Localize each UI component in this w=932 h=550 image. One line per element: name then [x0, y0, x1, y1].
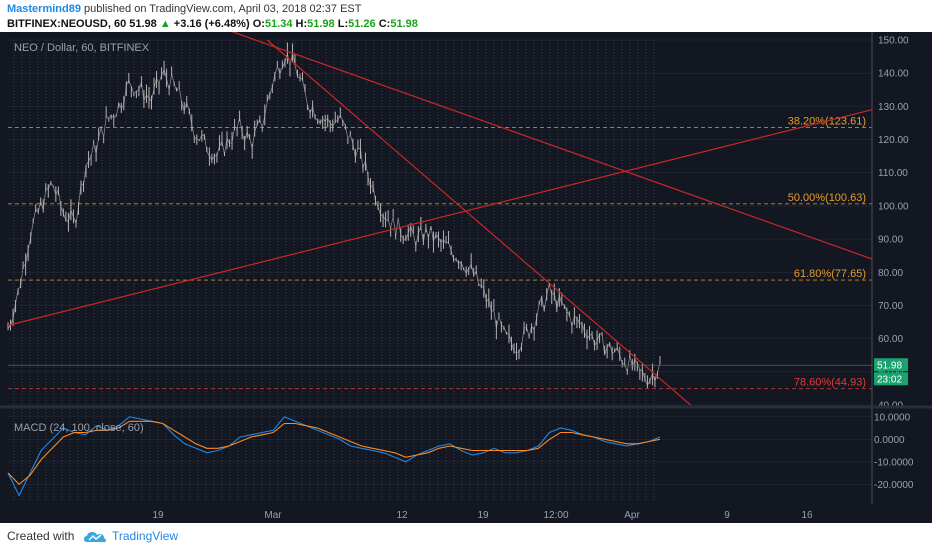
- x-tick-label: Mar: [264, 510, 282, 521]
- symbol-label: BITFINEX:NEOUSD, 60: [7, 18, 127, 30]
- x-tick-label: 19: [477, 510, 489, 521]
- high-value: 51.98: [307, 18, 335, 30]
- x-tick-label: 16: [801, 510, 813, 521]
- chart-header: Mastermind89 published on TradingView.co…: [0, 0, 932, 32]
- y-tick-label: 90.00: [878, 235, 903, 246]
- y-tick-label: 130.00: [878, 102, 909, 113]
- published-text: published on TradingView.com, April 03, …: [84, 3, 362, 15]
- last-price: 51.98: [129, 18, 157, 30]
- publish-line: Mastermind89 published on TradingView.co…: [7, 3, 361, 15]
- tradingview-cloud-icon: [84, 532, 106, 542]
- chart-area[interactable]: 38.20%(123.61)50.00%(100.63)61.80%(77.65…: [0, 12, 932, 523]
- x-tick-label: Apr: [624, 510, 640, 521]
- author-name[interactable]: Mastermind89: [7, 3, 81, 15]
- x-tick-label: 12: [396, 510, 408, 521]
- high-label: H:: [295, 18, 308, 30]
- up-triangle-icon: ▲: [159, 18, 171, 30]
- trendline: [7, 109, 873, 326]
- countdown-tag-background: [874, 372, 908, 386]
- close-value: 51.98: [390, 18, 418, 30]
- fibonacci-levels: 38.20%(123.61)50.00%(100.63)61.80%(77.65…: [8, 116, 872, 390]
- price-change: +3.16 (+6.48%): [173, 18, 250, 30]
- symbol-line: BITFINEX:NEOUSD, 60 51.98 ▲ +3.16 (+6.48…: [7, 18, 418, 30]
- y-tick-label: 70.00: [878, 301, 903, 312]
- y-tick-label: 120.00: [878, 135, 909, 146]
- fib-level-label: 61.80%(77.65): [794, 268, 866, 280]
- macd-y-tick-label: -10.0000: [874, 457, 914, 468]
- tradingview-brand[interactable]: TradingView: [112, 529, 179, 543]
- macd-grid: [8, 416, 872, 485]
- y-tick-label: 60.00: [878, 334, 903, 345]
- created-with-text: Created with: [7, 529, 75, 543]
- fib-level-label: 50.00%(100.63): [788, 192, 866, 204]
- y-tick-label: 110.00: [878, 168, 908, 179]
- macd-line: [7, 416, 661, 497]
- main-chart-title: NEO / Dollar, 60, BITFINEX: [14, 42, 150, 54]
- chart-background: [0, 32, 932, 523]
- y-tick-label: 150.00: [878, 36, 909, 47]
- trendlines[interactable]: [7, 12, 873, 406]
- signal-line: [7, 420, 661, 486]
- macd-title: MACD (24, 100, close, 60): [14, 422, 144, 434]
- countdown-tag: 23:02: [877, 375, 902, 386]
- price-grid: [8, 39, 872, 500]
- close-label: C:: [378, 18, 391, 30]
- chart-svg[interactable]: 38.20%(123.61)50.00%(100.63)61.80%(77.65…: [0, 12, 932, 523]
- price-tags: 51.98 23:02: [8, 358, 908, 386]
- footer: Created with TradingView: [0, 523, 932, 550]
- price-series: [7, 42, 661, 389]
- x-tick-label: 12:00: [543, 510, 568, 521]
- y-tick-label: 100.00: [878, 201, 909, 212]
- price-line: [7, 53, 661, 387]
- low-label: L:: [337, 18, 349, 30]
- y-tick-label: 140.00: [878, 69, 909, 80]
- macd-y-tick-label: 10.0000: [874, 412, 911, 423]
- fib-level-label: 78.60%(44.93): [794, 377, 866, 389]
- macd-y-tick-label: 0.0000: [874, 435, 905, 446]
- macd-y-tick-label: -20.0000: [874, 480, 914, 491]
- open-value: 51.34: [264, 18, 293, 30]
- y-tick-label: 80.00: [878, 268, 903, 279]
- low-value: 51.26: [348, 18, 376, 30]
- x-tick-label: 9: [724, 510, 730, 521]
- open-label: O:: [252, 18, 265, 30]
- trendline: [266, 39, 691, 406]
- macd-lines: [7, 416, 661, 497]
- trendline: [180, 12, 873, 260]
- x-tick-label: 19: [152, 510, 164, 521]
- price-tag-background: [874, 358, 908, 372]
- price-tag: 51.98: [877, 361, 902, 372]
